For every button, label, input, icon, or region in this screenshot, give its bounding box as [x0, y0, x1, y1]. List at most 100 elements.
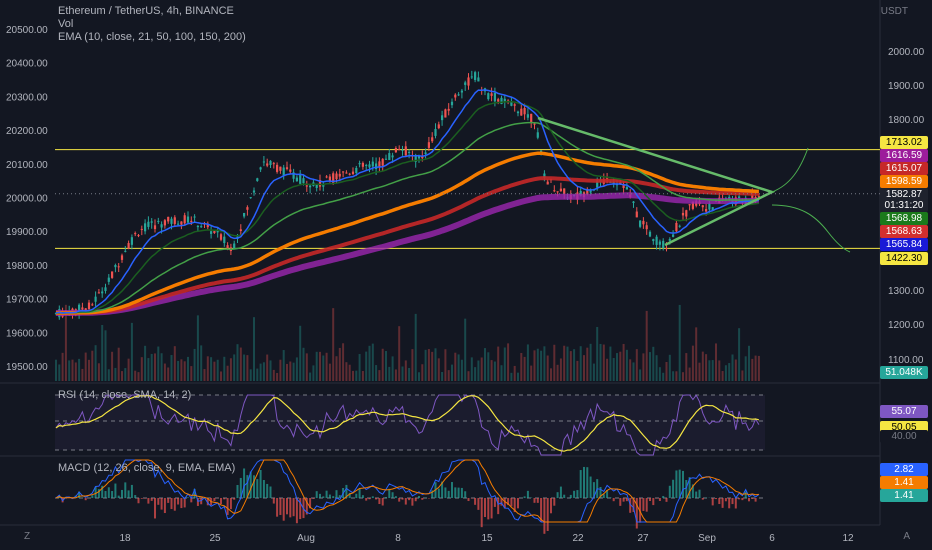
candle-body: [414, 155, 417, 162]
candle-body: [249, 197, 252, 199]
macd-histogram-bar: [576, 490, 579, 498]
macd-histogram-bar: [431, 490, 434, 498]
volume-bar: [239, 347, 242, 381]
macd-histogram-bar: [444, 487, 447, 498]
macd-histogram-bar: [500, 498, 503, 506]
macd-histogram-bar: [592, 482, 595, 498]
x-axis-tick: 18: [119, 533, 131, 544]
volume-bar: [642, 353, 645, 381]
macd-histogram-bar: [559, 486, 562, 498]
macd-histogram-bar: [147, 498, 150, 504]
macd-histogram-bar: [441, 481, 444, 498]
macd-histogram-bar: [652, 498, 655, 506]
volume-bar: [596, 326, 599, 381]
macd-histogram-bar: [675, 470, 678, 498]
volume-bar: [55, 359, 57, 381]
candle-body: [645, 225, 648, 230]
candle-body: [431, 137, 434, 142]
left-axis-tick: 20200.00: [6, 126, 48, 137]
candle-body: [596, 180, 599, 188]
candle-body: [675, 222, 678, 232]
candle-body: [437, 124, 440, 129]
macd-histogram-bar: [685, 479, 688, 498]
candle-body: [144, 223, 147, 232]
volume-bar: [114, 367, 117, 381]
candle-body: [441, 115, 444, 121]
volume-bar: [553, 344, 556, 381]
candle-body: [345, 172, 348, 174]
ema-line: [55, 192, 759, 316]
volume-bar: [371, 343, 374, 381]
macd-histogram-bar: [639, 498, 642, 523]
macd-legend[interactable]: MACD (12, 26, close, 9, EMA, EMA): [58, 462, 235, 475]
volume-bar: [140, 357, 143, 381]
macd-histogram-bar: [734, 498, 737, 509]
volume-legend[interactable]: Vol: [58, 18, 74, 30]
volume-bar: [411, 349, 414, 381]
candle-body: [662, 240, 665, 249]
macd-histogram-bar: [312, 498, 315, 499]
volume-bar: [229, 358, 232, 381]
symbol-title[interactable]: Ethereum / TetherUS, 4h, BINANCE: [58, 5, 234, 17]
volume-bar: [507, 343, 510, 381]
volume-bar: [444, 349, 447, 381]
macd-histogram-bar: [170, 498, 173, 510]
candle-body: [408, 151, 411, 153]
candle-body: [355, 167, 358, 173]
macd-histogram-bar: [543, 498, 546, 534]
volume-bar: [167, 367, 170, 381]
auto-scale-button[interactable]: A: [903, 531, 910, 542]
price-badge: 01:31:20: [880, 199, 928, 212]
currency-label[interactable]: USDT: [880, 6, 908, 17]
volume-bar: [68, 360, 71, 381]
timezone-z-button[interactable]: Z: [24, 531, 31, 542]
macd-histogram-bar: [474, 498, 477, 505]
volume-bar: [58, 364, 61, 381]
candle-body: [299, 173, 302, 184]
volume-bar: [688, 367, 691, 381]
macd-histogram-bar: [358, 488, 361, 498]
volume-bar: [513, 365, 516, 381]
candle-body: [252, 190, 256, 193]
volume-bar: [361, 371, 364, 381]
macd-histogram-bar: [507, 498, 510, 506]
candle-body: [342, 171, 345, 173]
candle-body: [553, 190, 556, 192]
volume-bar: [226, 365, 229, 381]
volume-bar: [523, 356, 526, 381]
candle-body: [177, 223, 180, 225]
macd-histogram-bar: [550, 498, 552, 514]
macd-histogram-bar: [97, 489, 100, 498]
candle-body: [368, 164, 371, 168]
candle-body: [358, 163, 361, 165]
volume-bar: [490, 360, 493, 381]
volume-bar: [385, 351, 387, 381]
candle-body: [533, 123, 536, 125]
macd-histogram-bar: [398, 498, 401, 502]
candle-body: [183, 215, 186, 224]
macd-histogram-bar: [404, 498, 407, 505]
volume-bar: [592, 363, 595, 381]
macd-histogram-bar: [84, 498, 87, 501]
volume-bar: [691, 345, 694, 381]
macd-histogram-bar: [137, 498, 140, 504]
volume-bar: [328, 363, 331, 381]
volume-bar: [259, 363, 262, 381]
macd-histogram-bar: [741, 498, 744, 501]
volume-bar: [655, 355, 658, 381]
candle-body: [272, 163, 275, 165]
volume-bar: [64, 304, 67, 381]
rsi-legend[interactable]: RSI (14, close, SMA, 14, 2): [58, 389, 191, 402]
right-axis-tick: 2000.00: [888, 47, 925, 58]
ema-legend[interactable]: EMA (10, close, 21, 50, 100, 150, 200): [58, 31, 246, 43]
candle-body: [114, 265, 117, 268]
candle-body: [282, 167, 285, 176]
candle-body: [540, 150, 543, 152]
volume-bar: [530, 365, 533, 381]
macd-histogram-bar: [361, 495, 364, 498]
macd-histogram-bar: [612, 498, 615, 502]
volume-bar: [474, 367, 477, 381]
x-axis-tick: 22: [572, 533, 584, 544]
volume-bar: [335, 356, 338, 381]
